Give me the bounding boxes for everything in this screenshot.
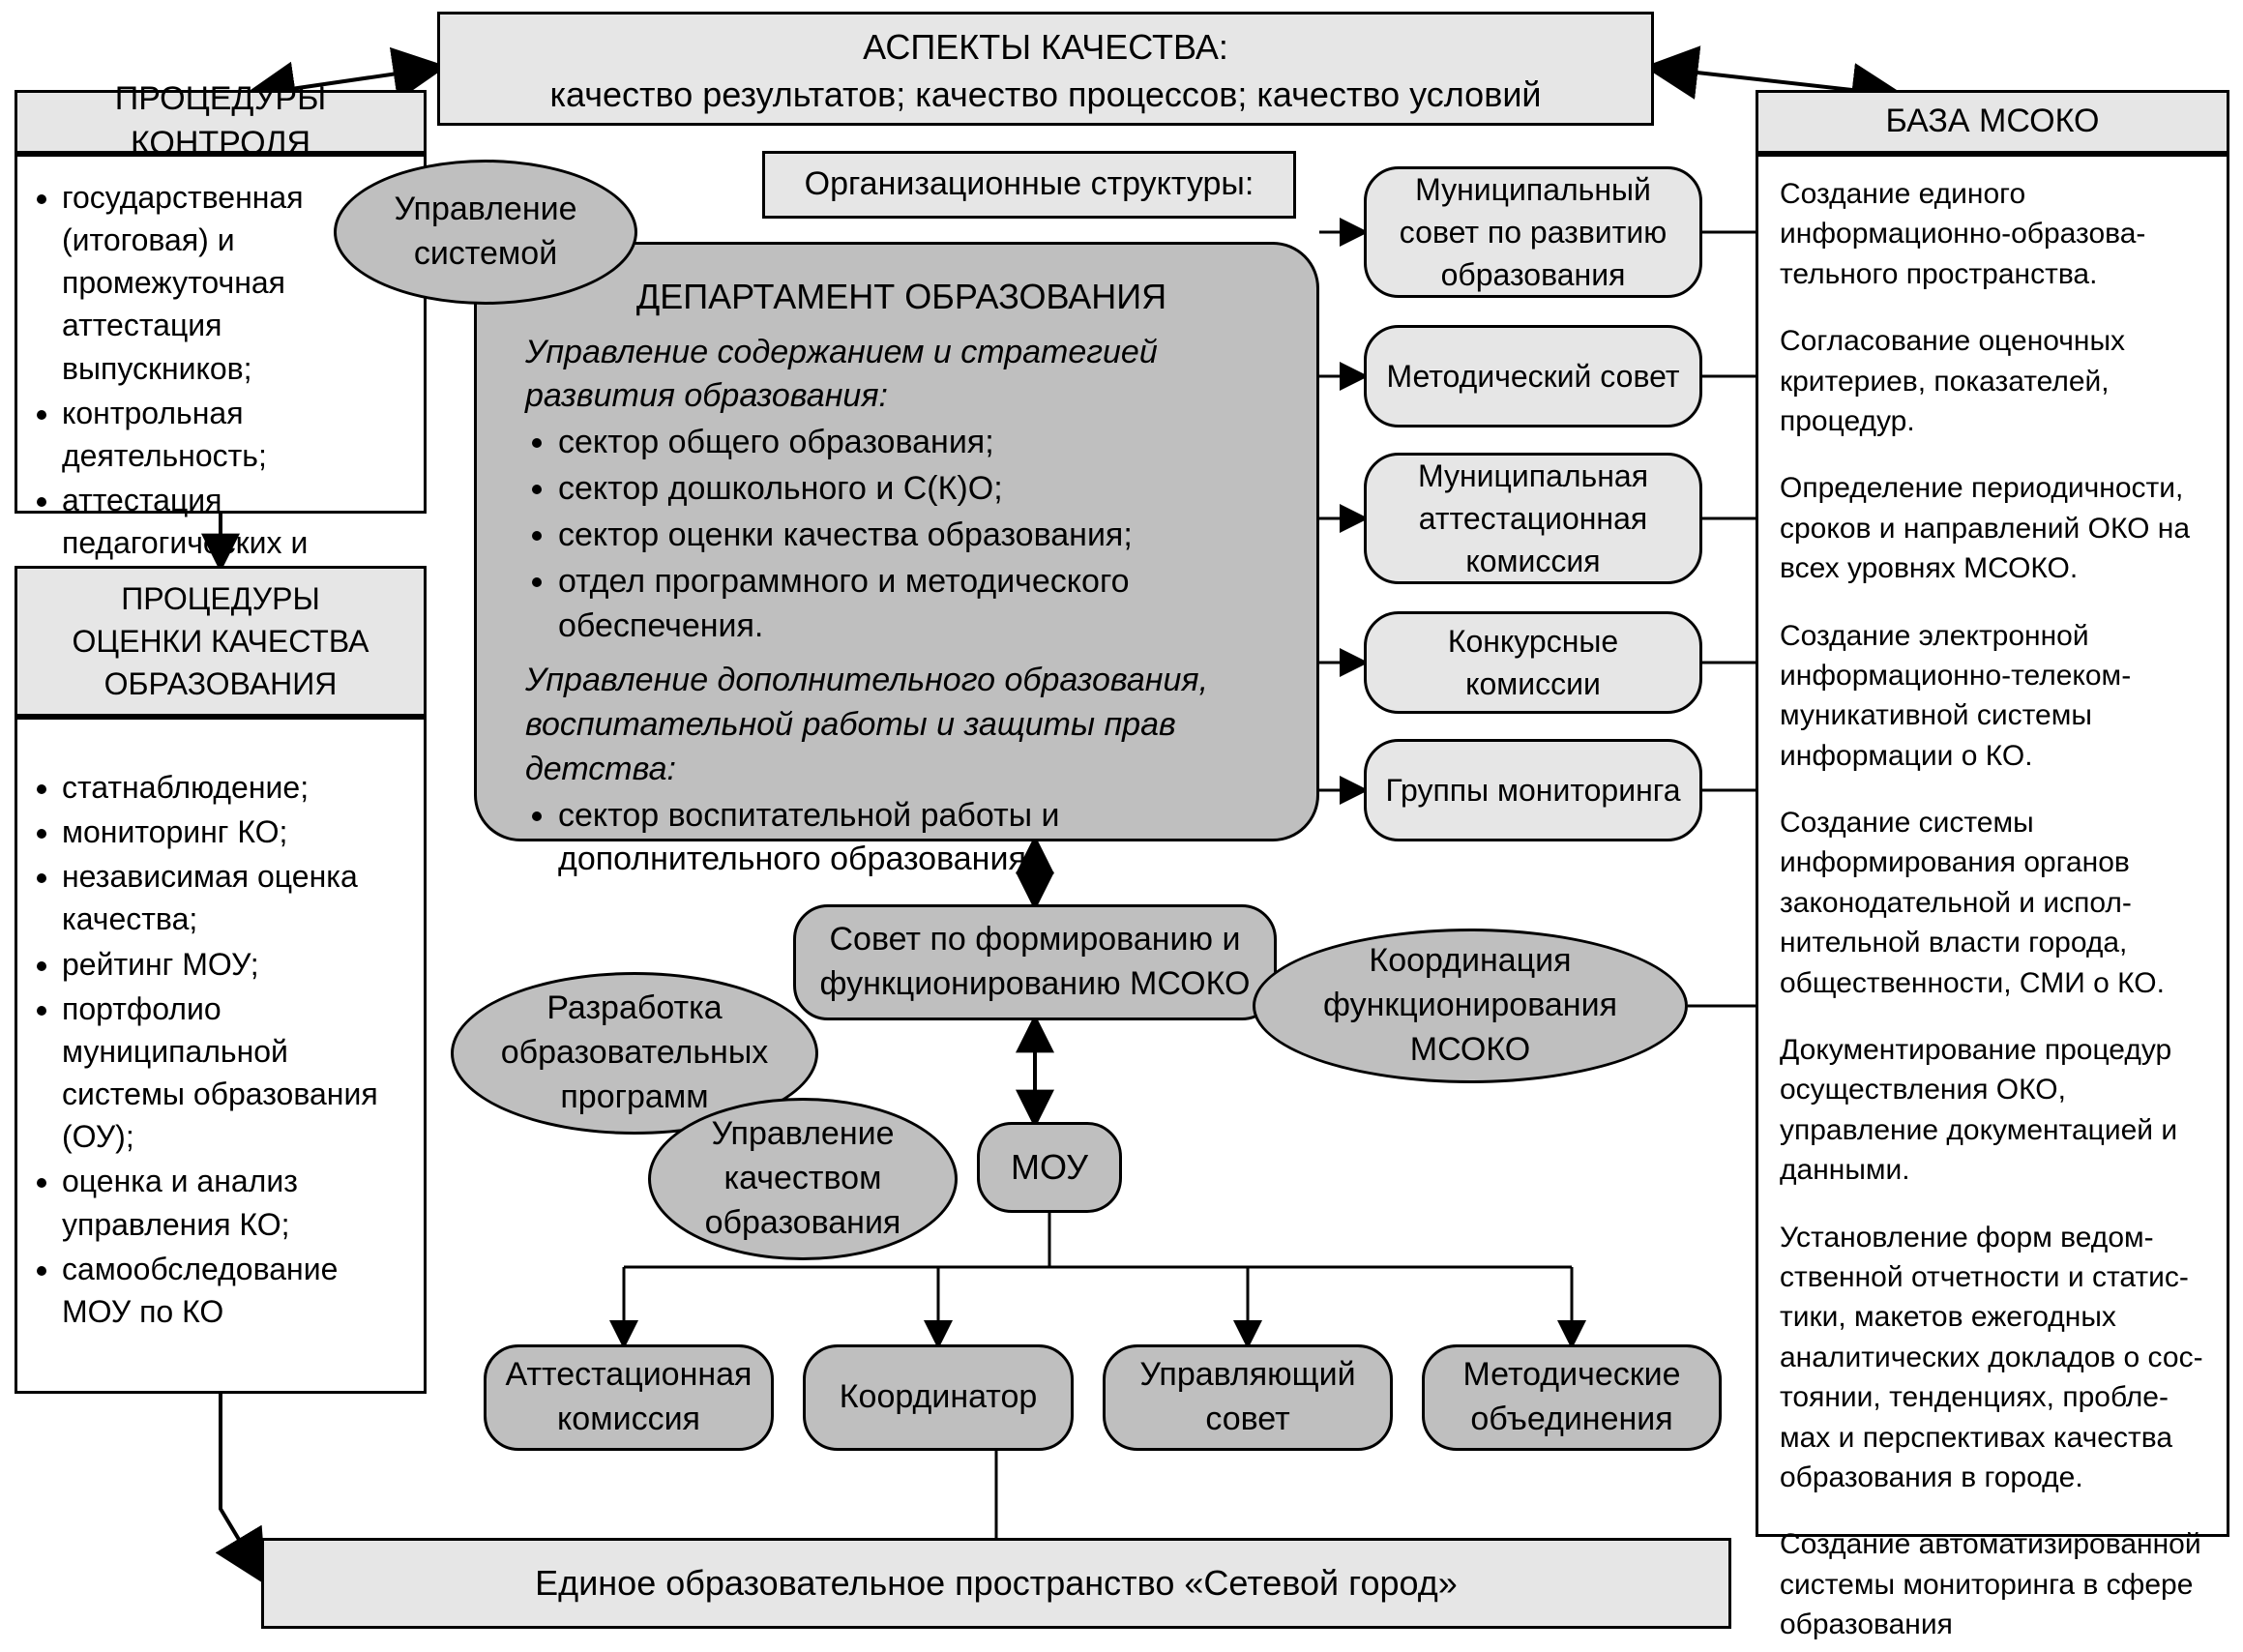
procedures-control-title: ПРОЦЕДУРЫ КОНТРОЛЯ xyxy=(15,90,427,154)
node-municipal-council: Муниципальный совет по развитию образова… xyxy=(1364,166,1702,298)
department-box: ДЕПАРТАМЕНТ ОБРАЗОВАНИЯ Управление содер… xyxy=(474,242,1319,841)
dept-sec1-title: Управление содержанием и стратегией разв… xyxy=(525,331,1278,420)
bn-text: Методические объединения xyxy=(1438,1353,1705,1442)
node-text: Муниципальный совет по развитию образова… xyxy=(1380,168,1686,296)
base-msoko-body: Создание единого информационно-образова­… xyxy=(1756,154,2229,1537)
list-item: отдел программного и методического обесп… xyxy=(558,560,1278,649)
list-item: сектор дошкольного и С(К)О; xyxy=(558,467,1278,512)
node-competition: Конкурсные комиссии xyxy=(1364,611,1702,714)
bn-governing-council: Управляющий совет xyxy=(1103,1344,1393,1451)
base-msoko-para: Создание единого информационно-образова­… xyxy=(1780,174,2205,294)
base-msoko-para: Согласование оценочных критериев, показа… xyxy=(1780,321,2205,441)
base-msoko-title: БАЗА МСОКО xyxy=(1756,90,2229,154)
list-item: портфолио муниципальной системы образова… xyxy=(62,988,402,1159)
list-item: статнаблюдение; xyxy=(62,766,402,809)
node-text: Муниципальная аттестационная комиссия xyxy=(1380,455,1686,582)
base-msoko-para: Создание электронной информационно-телек… xyxy=(1780,616,2205,777)
mou-box: МОУ xyxy=(977,1122,1122,1213)
bn-text: Координатор xyxy=(840,1375,1038,1420)
bn-method-assoc: Методические объединения xyxy=(1422,1344,1722,1451)
pq-title-l1: ПРОЦЕДУРЫ xyxy=(35,577,406,620)
bn-attestation: Аттестационная комиссия xyxy=(484,1344,774,1451)
list-item: сектор воспитательной работы и дополните… xyxy=(558,794,1278,883)
base-msoko-para: Создание автоматизированной системы мони… xyxy=(1780,1524,2205,1644)
list-item: мониторинг КО; xyxy=(62,811,402,853)
node-attestation: Муниципальная аттестационная комиссия xyxy=(1364,453,1702,584)
pq-title-l2: ОЦЕНКИ КАЧЕСТВА xyxy=(35,620,406,663)
ellipse-coord: Координация функционирования МСОКО xyxy=(1253,929,1688,1083)
ellipse-quality-text: Управление качеством образования xyxy=(670,1112,935,1246)
procedures-quality-body: статнаблюдение;мониторинг КО;независимая… xyxy=(15,717,427,1394)
base-msoko-para: Определение периодичности, сроков и напр… xyxy=(1780,468,2205,588)
bn-text: Управляющий совет xyxy=(1119,1353,1376,1442)
footer-box: Единое образовательное пространство «Сет… xyxy=(261,1538,1731,1629)
aspects-title: АСПЕКТЫ КАЧЕСТВА: xyxy=(457,24,1634,72)
dept-sec2-title: Управление дополнительного образования, … xyxy=(525,659,1278,792)
soviet-text: Совет по формированию и функционированию… xyxy=(810,918,1260,1007)
base-msoko-title-text: БАЗА МСОКО xyxy=(1886,100,2100,144)
list-item: сектор оценки качества образования; xyxy=(558,514,1278,558)
node-text: Методический совет xyxy=(1387,355,1680,398)
aspects-subtitle: качество результатов; качество процессов… xyxy=(457,72,1634,119)
dept-title: ДЕПАРТАМЕНТ ОБРАЗОВАНИЯ xyxy=(525,274,1278,321)
org-struct-label-text: Организационные структуры: xyxy=(805,162,1254,207)
bn-coordinator: Координатор xyxy=(803,1344,1074,1451)
ellipse-dev-text: Разработка образовательных программ xyxy=(473,987,796,1120)
aspects-box: АСПЕКТЫ КАЧЕСТВА: качество результатов; … xyxy=(437,12,1654,126)
list-item: контрольная деятельность; xyxy=(62,392,402,477)
footer-text: Единое образовательное пространство «Сет… xyxy=(535,1560,1458,1608)
list-item: независимая оценка качества; xyxy=(62,855,402,940)
base-msoko-para: Документирование процедур осуществления … xyxy=(1780,1030,2205,1191)
node-text: Группы мониторинга xyxy=(1385,769,1680,811)
base-msoko-para: Установление форм ведом­ственной отчетно… xyxy=(1780,1218,2205,1498)
procedures-quality-title: ПРОЦЕДУРЫ ОЦЕНКИ КАЧЕСТВА ОБРАЗОВАНИЯ xyxy=(15,566,427,717)
list-item: оценка и анализ управления КО; xyxy=(62,1160,402,1245)
mou-text: МОУ xyxy=(1011,1144,1088,1192)
soviet-box: Совет по формированию и функционированию… xyxy=(793,904,1277,1020)
ellipse-system-mgmt: Управление системой xyxy=(334,160,637,305)
node-method-council: Методический совет xyxy=(1364,325,1702,428)
node-text: Конкурсные комиссии xyxy=(1380,620,1686,705)
list-item: рейтинг МОУ; xyxy=(62,943,402,986)
pq-title-l3: ОБРАЗОВАНИЯ xyxy=(35,663,406,705)
node-monitoring: Группы мониторинга xyxy=(1364,739,1702,841)
base-msoko-para: Создание системы информирования органов … xyxy=(1780,803,2205,1003)
ellipse-coord-text: Координация функционирования МСОКО xyxy=(1275,939,1666,1073)
org-struct-label: Организационные структуры: xyxy=(762,151,1296,219)
ellipse-system-mgmt-text: Управление системой xyxy=(356,188,615,277)
list-item: сектор общего образования; xyxy=(558,421,1278,465)
list-item: самообследование МОУ по КО xyxy=(62,1248,402,1333)
bn-text: Аттестационная комиссия xyxy=(500,1353,757,1442)
ellipse-quality: Управление качеством образования xyxy=(648,1098,958,1260)
